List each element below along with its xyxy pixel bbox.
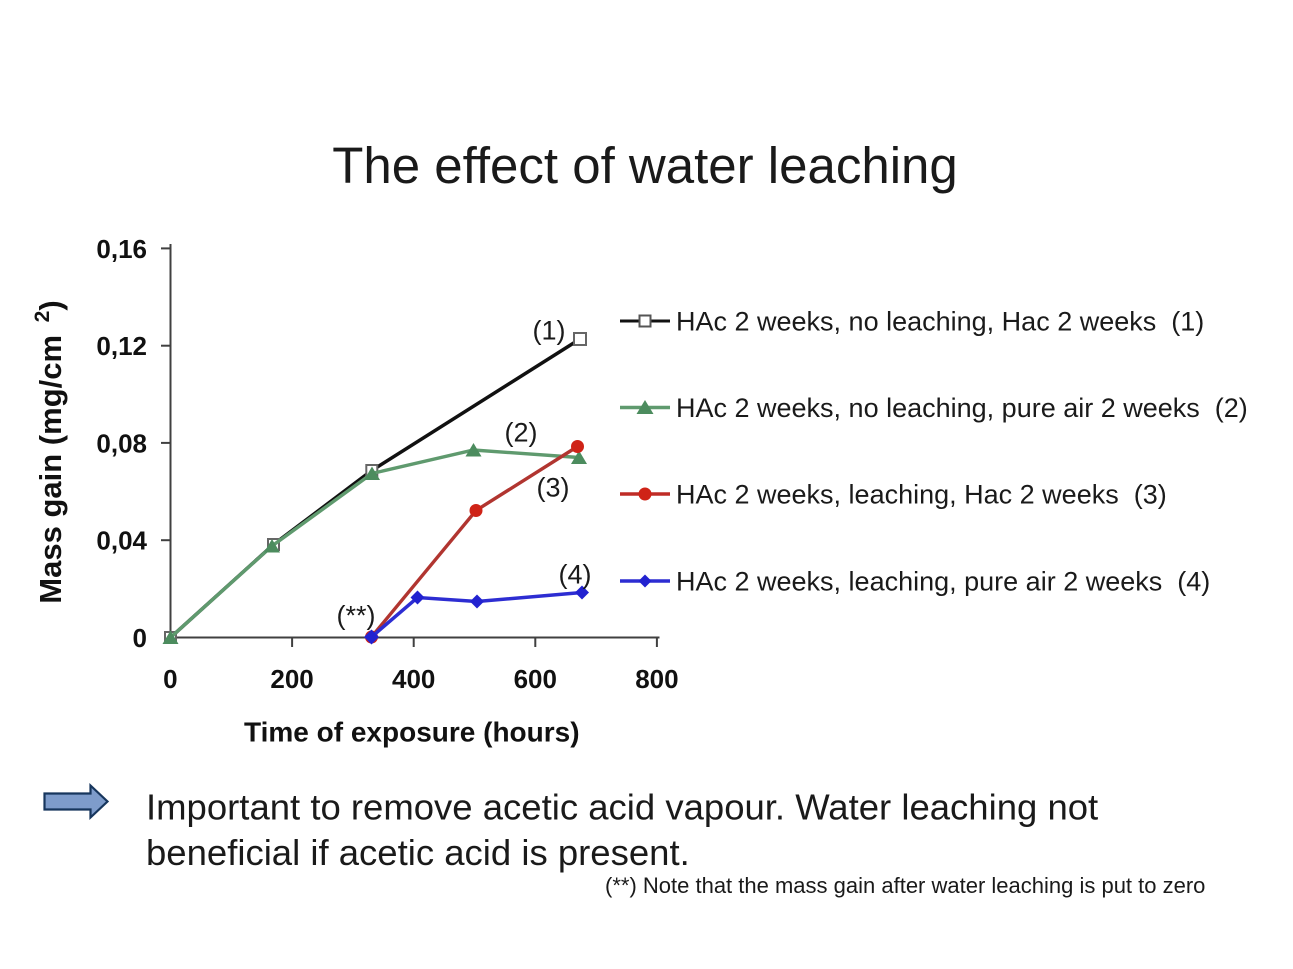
svg-text:(**) Note that the mass gain a: (**) Note that the mass gain after water…	[605, 873, 1205, 898]
svg-text:HAc 2 weeks, no leaching, Hac: HAc 2 weeks, no leaching, Hac 2 weeks (1…	[676, 307, 1204, 337]
svg-text:(4): (4)	[559, 560, 592, 590]
svg-text:600: 600	[514, 664, 557, 694]
svg-text:0,08: 0,08	[96, 428, 147, 458]
svg-text:The effect of water leaching: The effect of water leaching	[332, 137, 958, 194]
svg-text:HAc 2 weeks, leaching, pure ai: HAc 2 weeks, leaching, pure air 2 weeks …	[676, 567, 1210, 597]
svg-text:0,16: 0,16	[96, 234, 147, 264]
svg-text:800: 800	[635, 664, 678, 694]
svg-text:Time of exposure (hours): Time of exposure (hours)	[244, 717, 580, 748]
svg-text:400: 400	[392, 664, 435, 694]
svg-text:(3): (3)	[537, 473, 570, 503]
svg-text:HAc 2 weeks, leaching, Hac 2 w: HAc 2 weeks, leaching, Hac 2 weeks (3)	[676, 480, 1167, 510]
svg-text:Important to remove acetic aci: Important to remove acetic acid vapour. …	[146, 787, 1098, 828]
svg-text:0: 0	[133, 623, 147, 653]
svg-text:HAc 2 weeks, no leaching, pure: HAc 2 weeks, no leaching, pure air 2 wee…	[676, 393, 1248, 423]
svg-text:0: 0	[163, 664, 177, 694]
svg-text:Mass gain (mg/cm 2): Mass gain (mg/cm 2)	[31, 300, 68, 603]
svg-text:(1): (1)	[533, 316, 566, 346]
svg-text:0,12: 0,12	[96, 331, 147, 361]
svg-text:0,04: 0,04	[96, 526, 147, 556]
svg-text:(2): (2)	[505, 418, 538, 448]
svg-text:(**): (**)	[337, 601, 376, 631]
svg-text:200: 200	[270, 664, 313, 694]
svg-text:beneficial if acetic acid is p: beneficial if acetic acid is present.	[146, 832, 690, 873]
